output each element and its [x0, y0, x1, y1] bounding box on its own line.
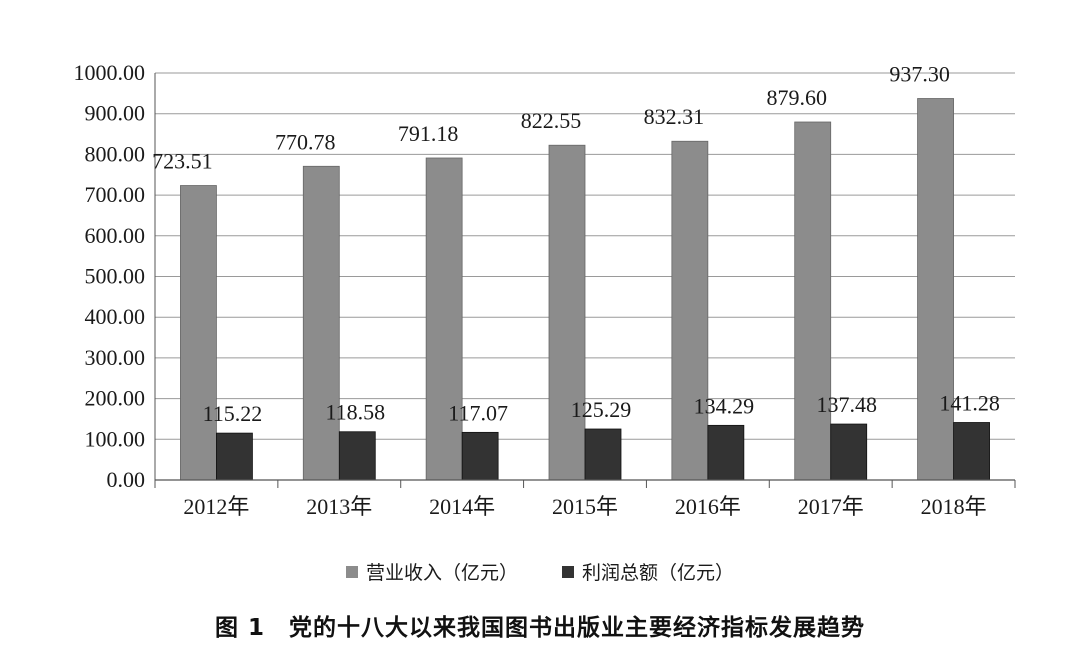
y-tick-label: 800.00: [85, 141, 146, 166]
bar-revenue: [917, 98, 954, 481]
y-tick-label: 200.00: [85, 386, 146, 411]
x-tick-label: 2016年: [675, 494, 741, 519]
bar-revenue: [180, 185, 217, 481]
legend: 营业收入（亿元） 利润总额（亿元）: [0, 558, 1080, 585]
data-label-profit: 118.58: [325, 400, 385, 425]
x-tick-label: 2015年: [552, 494, 618, 519]
bar-profit: [830, 423, 868, 481]
data-label-revenue: 791.18: [398, 121, 459, 146]
legend-item-profit: 利润总额（亿元）: [562, 558, 734, 585]
data-label-profit: 117.07: [448, 400, 508, 425]
legend-swatch-profit: [562, 565, 574, 578]
bar-revenue: [671, 140, 709, 481]
data-label-profit: 115.22: [203, 401, 263, 426]
x-tick-label: 2018年: [921, 494, 987, 519]
x-tick-label: 2017年: [798, 494, 864, 519]
x-tick-label: 2014年: [429, 494, 495, 519]
data-label-profit: 141.28: [939, 390, 1000, 415]
bar-revenue: [425, 157, 463, 481]
bar-profit: [584, 428, 622, 481]
data-label-revenue: 879.60: [766, 85, 827, 110]
y-tick-label: 400.00: [85, 304, 146, 329]
bar-profit: [461, 431, 499, 481]
bar-profit: [953, 422, 990, 481]
bars: [180, 98, 990, 481]
y-tick-label: 0.00: [107, 467, 146, 492]
y-axis: 0.00 100.00 200.00 300.00 400.00 500.00 600.00…: [74, 60, 156, 492]
data-label-revenue: 937.30: [889, 62, 950, 87]
bar-chart: 0.00 100.00 200.00 300.00 400.00 500.00 600.00…: [74, 60, 1016, 519]
bar-revenue: [794, 121, 832, 481]
y-tick-label: 500.00: [85, 264, 146, 289]
figure-caption: 图 1 党的十八大以来我国图书出版业主要经济指标发展趋势: [214, 615, 865, 641]
x-tick-label: 2012年: [183, 494, 249, 519]
data-label-profit: 137.48: [816, 392, 877, 417]
y-tick-label: 300.00: [85, 345, 146, 370]
legend-swatch-revenue: [345, 565, 358, 578]
data-label-profit: 125.29: [571, 397, 632, 422]
legend-item-revenue: 营业收入（亿元）: [345, 558, 518, 585]
bar-profit: [707, 424, 745, 481]
data-label-revenue: 770.78: [275, 129, 336, 154]
y-tick-label: 700.00: [85, 182, 146, 207]
x-axis: 2012年 2013年 2014年 2015年 2016年 2017年 2018年: [154, 479, 1016, 519]
legend-label-revenue: 营业收入（亿元）: [365, 562, 518, 584]
data-labels: 723.51 115.22 770.78 118.58 791.18 117.07 822.…: [152, 62, 1000, 427]
y-tick-label: 1000.00: [74, 60, 146, 85]
y-tick-label: 100.00: [85, 426, 146, 451]
data-label-revenue: 723.51: [152, 149, 213, 174]
bar-revenue: [548, 144, 586, 481]
bar-profit: [338, 431, 376, 481]
data-label-revenue: 832.31: [644, 104, 705, 129]
data-label-revenue: 822.55: [521, 108, 582, 133]
bar-revenue: [302, 165, 340, 481]
data-label-profit: 134.29: [694, 393, 755, 418]
bar-profit: [216, 432, 253, 481]
y-tick-label: 900.00: [85, 101, 146, 126]
x-tick-label: 2013年: [306, 494, 372, 519]
legend-label-profit: 利润总额（亿元）: [582, 562, 735, 584]
y-tick-label: 600.00: [85, 223, 146, 248]
